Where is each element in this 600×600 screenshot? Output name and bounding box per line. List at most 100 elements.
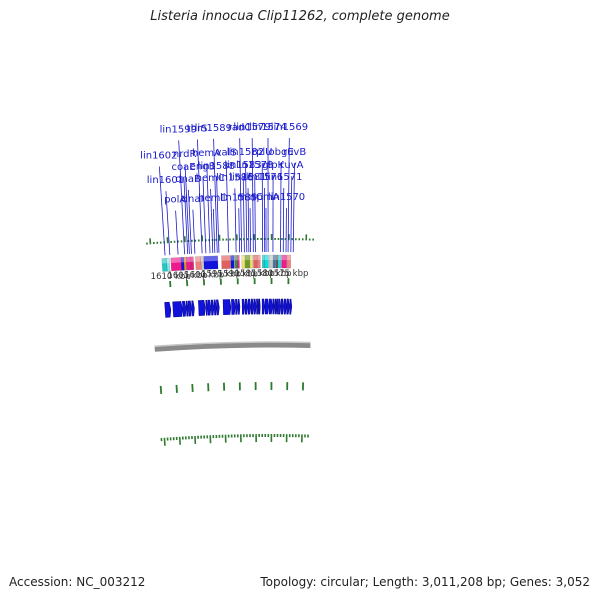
backbone-layer — [154, 341, 311, 352]
gene-label: lin1578 — [236, 160, 273, 171]
cds-arrow — [250, 298, 254, 315]
cds-arrow — [231, 299, 236, 315]
gene-label: ruvA — [280, 160, 303, 171]
scale-label: 1590 kbp — [218, 269, 258, 279]
cds-arrow — [268, 298, 273, 315]
cog-feature — [278, 254, 282, 269]
cds-arrow — [198, 300, 206, 316]
scale-label: 1605 kbp — [167, 271, 207, 281]
cog-feature — [180, 257, 185, 271]
gene-leader-line — [290, 176, 293, 253]
gene-leader-line — [178, 140, 185, 255]
cds-arrow — [272, 298, 276, 315]
gene-label: nrdR — [173, 149, 197, 160]
gene-leader-line — [213, 138, 218, 253]
cog-feature-shine — [200, 256, 204, 262]
cds-arrow — [274, 298, 277, 315]
gene-leader-line — [216, 176, 220, 253]
gene-leader-line — [245, 163, 248, 253]
cds-arrow — [205, 299, 208, 316]
gene-label: lin1602 — [140, 151, 177, 162]
gene-leader-line — [192, 209, 196, 254]
cog-feature-shine — [170, 257, 182, 263]
gene-label: radC — [228, 122, 252, 133]
gene-label: minC — [237, 192, 263, 203]
cog-feature-shine — [262, 255, 265, 261]
cog-feature — [203, 255, 219, 270]
cog-feature — [264, 254, 269, 269]
scale-label: 1610 kbp — [151, 272, 191, 282]
cog-feature-shine — [180, 257, 184, 263]
cds-arrow — [237, 298, 241, 315]
cog-feature — [241, 254, 246, 269]
gene-leader-line — [249, 208, 251, 253]
gene-label: lin1588 — [198, 161, 235, 172]
cog-feature — [183, 256, 188, 271]
gene-leader-line — [210, 189, 214, 254]
cog-feature — [230, 255, 235, 269]
gene-leader-line — [175, 210, 179, 255]
gene-label: engB — [190, 161, 216, 172]
gene-leader-line — [197, 139, 203, 254]
cog-feature — [272, 254, 276, 269]
cog-feature — [170, 257, 182, 272]
cog-feature — [234, 255, 238, 269]
gene-label: rplU — [252, 147, 273, 158]
cog-feature-shine — [264, 255, 269, 261]
gene-label: lin1582 — [227, 147, 264, 158]
cog-feature — [195, 256, 202, 270]
gene-label: ruvB — [283, 147, 306, 158]
major-inner-tick — [159, 385, 163, 394]
cog-feature — [262, 254, 265, 269]
gene-label: lin1583 — [224, 160, 261, 171]
cog-feature — [268, 254, 274, 269]
cds-arrow — [278, 298, 282, 315]
gene-label: polA — [164, 195, 186, 206]
cog-feature-shine — [221, 255, 231, 261]
gene-leader-line — [254, 176, 256, 253]
gene-label: lin1586 — [216, 172, 253, 183]
cds-arrow — [185, 300, 189, 317]
cog-feature — [244, 254, 251, 269]
cog-feature — [281, 254, 287, 269]
backbone-circle — [154, 342, 311, 352]
cds-arrow — [258, 298, 261, 315]
gene-label: dnaI — [182, 194, 204, 205]
gene-leader-line — [280, 163, 282, 253]
gene-label: glpK — [262, 160, 284, 171]
scale-label: 1585 kbp — [235, 269, 275, 279]
gene-leader-line — [292, 163, 295, 253]
cog-feature-shine — [161, 258, 167, 264]
cog-feature-shine — [286, 255, 291, 261]
gene-label: lin1570 — [268, 192, 305, 203]
cog-feature-shine — [245, 255, 250, 261]
cds-arrow — [261, 298, 266, 315]
cds-arrow — [210, 299, 215, 316]
cog-feature-shine — [203, 255, 218, 262]
gene-label: lin1576 — [246, 172, 283, 183]
cds-arrow — [213, 299, 217, 316]
scale-label: 1600 kbp — [184, 270, 224, 280]
cog-feature-ring — [161, 254, 292, 272]
gene-label: lin1589 — [195, 123, 232, 134]
gene-leader-line — [206, 164, 211, 254]
cog-feature-shine — [241, 255, 245, 261]
gene-label: valS — [216, 148, 237, 159]
cds-arrow — [244, 298, 249, 315]
cog-feature-shine — [166, 258, 170, 264]
cog-feature — [275, 254, 279, 269]
cog-feature-shine — [237, 255, 240, 261]
gene-leader-line — [242, 176, 245, 253]
gene-label: hemC — [196, 173, 225, 184]
gene-leader-line — [282, 188, 285, 253]
cog-feature — [253, 254, 258, 269]
gene-leader-line — [188, 189, 192, 254]
cog-feature-shine — [269, 254, 273, 261]
gene-label: rpmA — [252, 192, 279, 203]
gene-leader-line — [202, 177, 207, 254]
scale-label: 1595 kbp — [201, 270, 241, 280]
gene-leader-line — [238, 208, 240, 253]
scale-label: 1580 kbp — [252, 269, 292, 279]
